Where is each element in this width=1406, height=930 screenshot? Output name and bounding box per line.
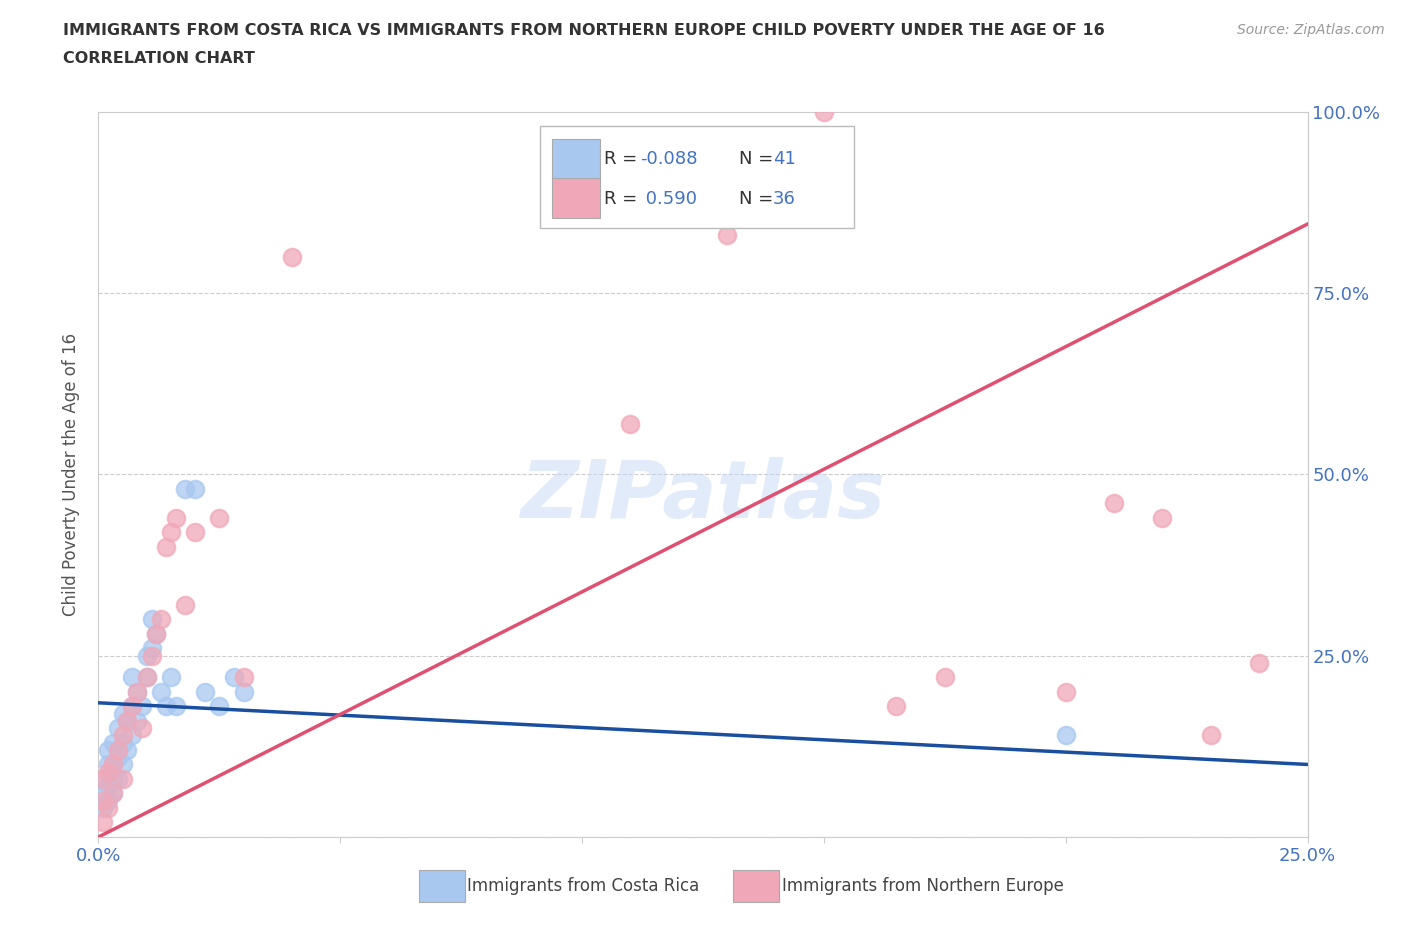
- Point: [91, 772, 114, 787]
- Point: [160, 525, 183, 539]
- Text: R =: R =: [603, 190, 643, 207]
- Point: [208, 699, 231, 714]
- FancyBboxPatch shape: [419, 870, 465, 902]
- Point: [91, 815, 114, 830]
- Point: [155, 539, 177, 554]
- Point: [208, 511, 231, 525]
- Point: [165, 699, 187, 714]
- Point: [934, 670, 956, 684]
- Point: [1199, 728, 1222, 743]
- Point: [121, 728, 143, 743]
- Point: [91, 793, 114, 808]
- Point: [91, 772, 114, 787]
- Point: [155, 699, 177, 714]
- Point: [1054, 684, 1077, 699]
- Point: [127, 713, 149, 728]
- Point: [117, 742, 139, 757]
- Point: [101, 736, 124, 751]
- Point: [111, 772, 134, 787]
- Point: [222, 670, 245, 684]
- Point: [135, 648, 157, 663]
- FancyBboxPatch shape: [540, 126, 855, 228]
- Point: [131, 721, 153, 736]
- Text: N =: N =: [740, 190, 779, 207]
- Y-axis label: Child Poverty Under the Age of 16: Child Poverty Under the Age of 16: [62, 333, 80, 616]
- Point: [111, 736, 134, 751]
- Point: [1249, 656, 1271, 671]
- Point: [281, 249, 304, 264]
- Text: Source: ZipAtlas.com: Source: ZipAtlas.com: [1237, 23, 1385, 37]
- Point: [716, 228, 738, 243]
- Text: IMMIGRANTS FROM COSTA RICA VS IMMIGRANTS FROM NORTHERN EUROPE CHILD POVERTY UNDE: IMMIGRANTS FROM COSTA RICA VS IMMIGRANTS…: [63, 23, 1105, 38]
- Text: Immigrants from Northern Europe: Immigrants from Northern Europe: [782, 877, 1063, 895]
- Point: [97, 757, 120, 772]
- Point: [174, 482, 197, 497]
- Point: [135, 670, 157, 684]
- Point: [111, 706, 134, 721]
- Text: N =: N =: [740, 151, 779, 168]
- Point: [886, 699, 908, 714]
- Text: R =: R =: [603, 151, 643, 168]
- Point: [141, 612, 163, 627]
- Point: [184, 525, 207, 539]
- Point: [117, 713, 139, 728]
- Point: [121, 699, 143, 714]
- Point: [91, 801, 114, 816]
- Point: [145, 627, 167, 642]
- Text: 41: 41: [773, 151, 796, 168]
- Point: [131, 699, 153, 714]
- Point: [107, 772, 129, 787]
- Point: [107, 721, 129, 736]
- Point: [117, 713, 139, 728]
- Point: [101, 757, 124, 772]
- Point: [97, 742, 120, 757]
- Point: [160, 670, 183, 684]
- Text: ZIPatlas: ZIPatlas: [520, 457, 886, 535]
- FancyBboxPatch shape: [551, 140, 600, 179]
- Point: [127, 684, 149, 699]
- Point: [101, 772, 124, 787]
- Point: [141, 648, 163, 663]
- Point: [135, 670, 157, 684]
- FancyBboxPatch shape: [551, 179, 600, 219]
- Text: CORRELATION CHART: CORRELATION CHART: [63, 51, 254, 66]
- Point: [97, 778, 120, 793]
- Text: Immigrants from Costa Rica: Immigrants from Costa Rica: [467, 877, 699, 895]
- Point: [107, 750, 129, 764]
- Text: -0.088: -0.088: [640, 151, 697, 168]
- Point: [111, 728, 134, 743]
- Point: [1054, 728, 1077, 743]
- Point: [1152, 511, 1174, 525]
- Point: [121, 670, 143, 684]
- Point: [145, 627, 167, 642]
- Point: [232, 670, 254, 684]
- Point: [184, 482, 207, 497]
- Point: [97, 801, 120, 816]
- Point: [127, 684, 149, 699]
- Point: [107, 742, 129, 757]
- Point: [101, 786, 124, 801]
- Point: [619, 416, 641, 431]
- Text: 0.590: 0.590: [640, 190, 697, 207]
- Point: [111, 757, 134, 772]
- Point: [174, 597, 197, 612]
- Text: 36: 36: [773, 190, 796, 207]
- FancyBboxPatch shape: [734, 870, 779, 902]
- Point: [91, 786, 114, 801]
- Point: [150, 684, 173, 699]
- Point: [97, 793, 120, 808]
- Point: [101, 786, 124, 801]
- Point: [1102, 496, 1125, 511]
- Point: [121, 699, 143, 714]
- Point: [150, 612, 173, 627]
- Point: [232, 684, 254, 699]
- Point: [813, 104, 835, 119]
- Point: [194, 684, 217, 699]
- Point: [101, 757, 124, 772]
- Point: [97, 764, 120, 779]
- Point: [141, 641, 163, 656]
- Point: [165, 511, 187, 525]
